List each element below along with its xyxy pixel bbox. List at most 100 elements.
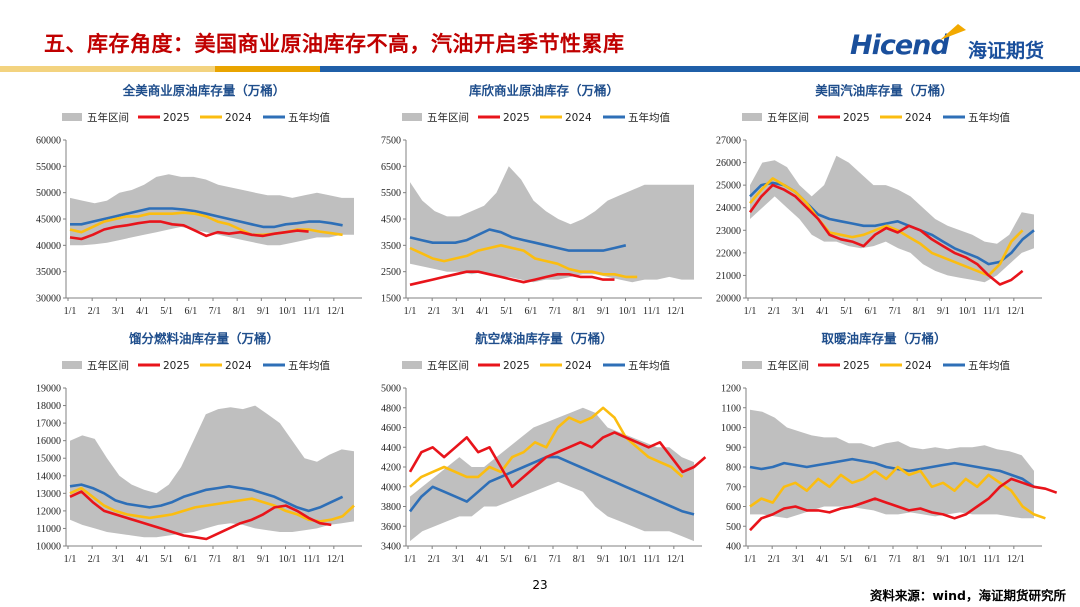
legend-label: 2024 (905, 112, 932, 124)
legend-swatch-band (742, 113, 762, 121)
y-tick-label: 20000 (716, 294, 741, 305)
y-tick-label: 5000 (381, 384, 401, 395)
y-tick-label: 800 (726, 463, 741, 474)
legend-label: 2025 (503, 112, 530, 124)
x-tick-label: 2/1 (428, 554, 441, 565)
legend-swatch-band (62, 113, 82, 121)
series-2025 (69, 220, 309, 241)
x-tick-label: 8/1 (573, 554, 586, 565)
legend-label: 五年均值 (288, 111, 330, 124)
series-five-year-range (70, 174, 354, 246)
chart-panel-5: 航空煤油库存量（万桶） 五年区间 2025 2024 五年均值 3400 3600 3800 4… (360, 328, 710, 578)
y-tick-label: 16000 (36, 436, 61, 447)
x-tick-label: 3/1 (792, 306, 805, 317)
header-stripe-blue (320, 66, 1080, 72)
legend-item: 五年均值 (943, 359, 1010, 372)
series-five-year-avg (409, 228, 627, 252)
x-tick-label: 6/1 (864, 306, 877, 317)
chart-title: 库欣商业原油库存（万桶） (469, 83, 619, 98)
legend-item: 五年区间 (62, 359, 129, 372)
chart-4: 馏分燃料油库存量（万桶） 五年区间 2025 2024 五年均值 10000 11000 12… (36, 331, 362, 565)
legend-label: 2024 (225, 112, 252, 124)
x-tick-label: 1/1 (404, 306, 417, 317)
x-tick-label: 3/1 (452, 306, 465, 317)
series-2024 (749, 177, 1024, 277)
x-tick-label: 7/1 (889, 554, 902, 565)
x-tick-label: 7/1 (209, 306, 222, 317)
legend-item: 2024 (880, 360, 932, 372)
legend-label: 五年区间 (87, 111, 129, 124)
y-tick-label: 22000 (716, 248, 741, 259)
series-2025 (409, 270, 615, 287)
chart-3: 美国汽油库存量（万桶） 五年区间 2025 2024 五年均值 20000 21000 220… (716, 83, 1042, 317)
legend-item: 五年区间 (742, 111, 809, 124)
x-tick-label: 10/1 (279, 306, 297, 317)
x-tick-label: 4/1 (476, 554, 489, 565)
x-tick-label: 4/1 (816, 554, 829, 565)
x-tick-label: 7/1 (549, 554, 562, 565)
logo-sail-icon (940, 24, 966, 40)
x-tick-label: 9/1 (937, 306, 950, 317)
x-tick-label: 3/1 (792, 554, 805, 565)
legend-label: 五年区间 (427, 359, 469, 372)
y-tick-label: 3400 (381, 542, 401, 553)
legend-item: 2025 (478, 112, 530, 124)
x-tick-label: 3/1 (112, 554, 125, 565)
x-tick-label: 12/1 (327, 554, 345, 565)
legend-label: 2025 (503, 360, 530, 372)
y-tick-label: 700 (726, 482, 741, 493)
chart-panel-4: 馏分燃料油库存量（万桶） 五年区间 2025 2024 五年均值 10000 11000 12… (20, 328, 370, 578)
series-five-year-avg (70, 207, 343, 229)
chart-6: 取暖油库存量（万桶） 五年区间 2025 2024 五年均值 400 500 600 700 80… (721, 331, 1058, 565)
legend-item: 2024 (540, 112, 592, 124)
legend-item: 五年均值 (263, 359, 330, 372)
legend-label: 2025 (163, 112, 190, 124)
x-tick-label: 8/1 (913, 554, 926, 565)
legend-label: 五年均值 (628, 359, 670, 372)
x-tick-label: 1/1 (404, 554, 417, 565)
y-tick-label: 3800 (381, 502, 401, 513)
legend-item: 2025 (478, 360, 530, 372)
series-2025 (748, 183, 1024, 286)
y-tick-label: 3500 (381, 241, 401, 252)
x-tick-label: 5/1 (160, 554, 173, 565)
y-tick-label: 4800 (381, 403, 401, 414)
y-tick-label: 1500 (381, 294, 401, 305)
y-tick-label: 55000 (36, 162, 61, 173)
x-tick-label: 10/1 (619, 306, 637, 317)
y-tick-label: 2500 (381, 267, 401, 278)
chart-title: 航空煤油库存量（万桶） (475, 331, 613, 346)
legend-item: 五年区间 (402, 359, 469, 372)
legend-label: 五年区间 (767, 359, 809, 372)
x-tick-label: 3/1 (452, 554, 465, 565)
x-tick-label: 8/1 (913, 306, 926, 317)
x-tick-label: 7/1 (889, 306, 902, 317)
y-tick-label: 17000 (36, 419, 61, 430)
x-tick-label: 12/1 (327, 306, 345, 317)
y-tick-label: 19000 (36, 384, 61, 395)
x-tick-label: 2/1 (428, 306, 441, 317)
x-tick-label: 2/1 (768, 306, 781, 317)
legend-label: 2024 (905, 360, 932, 372)
x-tick-label: 7/1 (209, 554, 222, 565)
x-tick-label: 9/1 (597, 554, 610, 565)
y-tick-label: 3600 (381, 522, 401, 533)
y-tick-label: 4200 (381, 463, 401, 474)
x-tick-label: 1/1 (64, 306, 77, 317)
series-2024 (409, 244, 638, 279)
x-tick-label: 12/1 (1007, 306, 1025, 317)
x-tick-label: 11/1 (983, 306, 1000, 317)
legend-item: 五年均值 (263, 111, 330, 124)
y-tick-label: 5500 (381, 188, 401, 199)
x-tick-label: 5/1 (500, 306, 513, 317)
x-tick-label: 12/1 (1007, 554, 1025, 565)
x-tick-label: 5/1 (840, 306, 853, 317)
chart-panel-1: 全美商业原油库存量（万桶） 五年区间 2025 2024 五年均值 30000 35000 4… (20, 80, 370, 330)
x-tick-label: 11/1 (303, 306, 320, 317)
y-tick-label: 60000 (36, 136, 61, 147)
x-tick-label: 10/1 (959, 554, 977, 565)
legend-label: 2025 (843, 360, 870, 372)
legend-item: 五年均值 (603, 111, 670, 124)
legend-label: 五年均值 (288, 359, 330, 372)
series-2024 (749, 465, 1046, 520)
